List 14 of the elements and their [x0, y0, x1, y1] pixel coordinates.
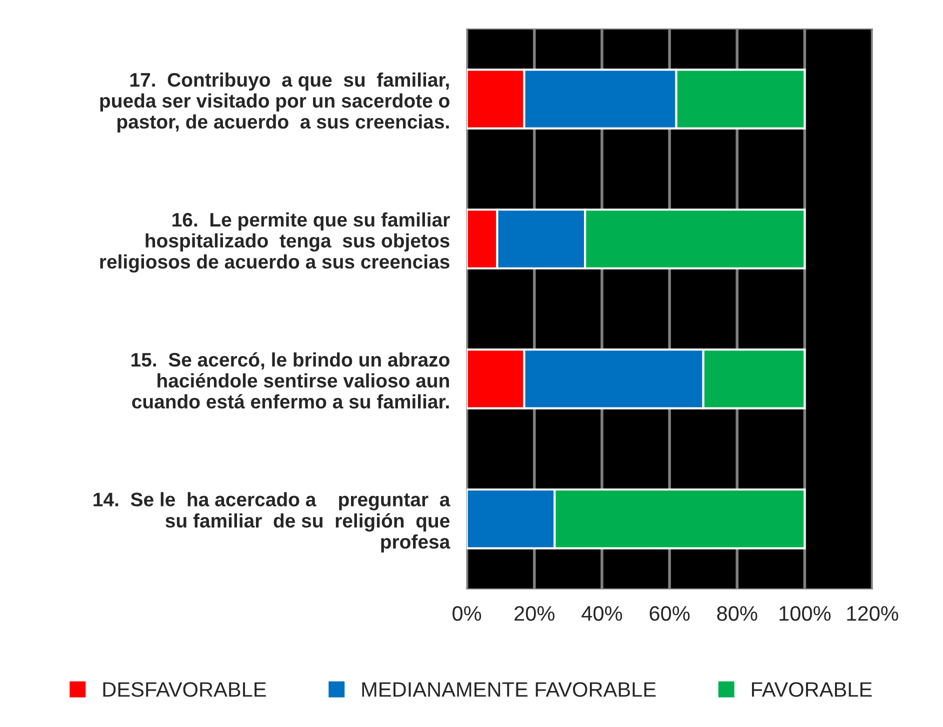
y-tick-label: 17. Contribuyo a que su familiar, pueda ser visitado por un sacerdote o pastor, de acuerdo a sus creencias.: [100, 72, 450, 132]
legend-label: MEDIANAMENTE FAVORABLE: [362, 682, 656, 697]
x-tick-label: 60%: [650, 606, 690, 621]
x-tick-label: 0%: [452, 606, 482, 621]
y-tick-label: 15. Se acercó, le brindo un abrazo haciéndole sentirse valioso aun cuando está enfermo a su familiar.: [132, 352, 450, 409]
y-tick-label: 14. Se le ha acercado a preguntar a su familiar de su religión que profesa: [94, 492, 450, 553]
x-tick-label: 80%: [717, 606, 758, 621]
x-tick-label: 120%: [847, 606, 898, 621]
x-tick-label: 40%: [582, 606, 622, 621]
legend-label: FAVORABLE: [752, 682, 872, 697]
y-tick-label: 16. Le permite que su familiar hospitalizado tenga sus objetos religiosos de acuerdo a sus creencias: [100, 212, 450, 273]
x-tick-label: 20%: [514, 606, 554, 621]
legend-label: DESFAVORABLE: [103, 682, 266, 697]
x-tick-label: 100%: [780, 606, 831, 621]
